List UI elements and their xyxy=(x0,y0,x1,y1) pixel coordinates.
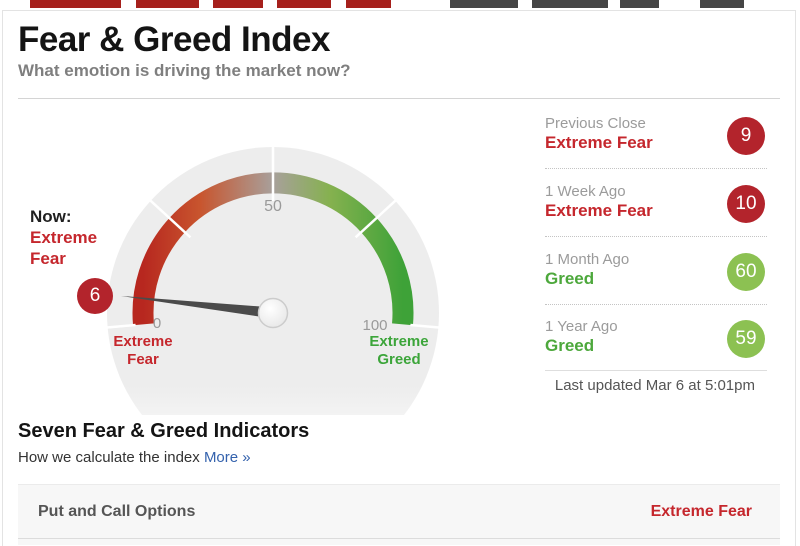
history-entry-label: 1 Month Ago xyxy=(545,251,630,268)
nav-button-remnant[interactable] xyxy=(700,0,744,8)
history-entry-label: 1 Week Ago xyxy=(545,183,626,200)
history-entry-1-year-ago: 1 Year Ago Greed 59 xyxy=(545,318,767,378)
page-title: Fear & Greed Index xyxy=(18,20,330,59)
history-entry-value-circle: 59 xyxy=(727,320,765,358)
how-we-calculate-line: How we calculate the index More » xyxy=(18,449,251,466)
gauge-needle xyxy=(120,295,274,319)
history-entry-1-month-ago: 1 Month Ago Greed 60 xyxy=(545,251,767,311)
history-entry-sentiment: Greed xyxy=(545,336,595,355)
nav-button-remnant[interactable] xyxy=(346,0,391,8)
next-indicator-row-partial xyxy=(18,539,780,545)
history-entry-sentiment: Greed xyxy=(545,269,595,288)
history-entry-value-circle: 9 xyxy=(727,117,765,155)
history-entry-label: 1 Year Ago xyxy=(545,318,618,335)
nav-button-remnant[interactable] xyxy=(532,0,608,8)
indicator-row-put-and-call[interactable] xyxy=(18,484,780,539)
gauge-tick-100: 100 xyxy=(362,317,388,334)
gauge-tick-50: 50 xyxy=(264,198,282,215)
current-value-badge: 6 xyxy=(77,278,113,314)
more-link[interactable]: More » xyxy=(203,449,251,466)
dotted-divider xyxy=(545,236,767,237)
gauge-needle-knob xyxy=(257,297,289,329)
nav-button-remnant[interactable] xyxy=(136,0,199,8)
history-entry-sentiment: Extreme Fear xyxy=(545,133,653,152)
indicators-heading: Seven Fear & Greed Indicators xyxy=(18,420,310,442)
nav-button-remnant[interactable] xyxy=(620,0,659,8)
history-panel-divider xyxy=(545,370,767,371)
dotted-divider xyxy=(545,304,767,305)
nav-button-remnant[interactable] xyxy=(450,0,518,8)
indicator-status: Extreme Fear xyxy=(650,503,752,520)
top-nav-remnant[interactable] xyxy=(0,0,800,9)
page-subtitle: What emotion is driving the market now? xyxy=(18,61,351,80)
nav-button-remnant[interactable] xyxy=(213,0,263,8)
nav-button-remnant[interactable] xyxy=(277,0,331,8)
history-entry-label: Previous Close xyxy=(545,115,646,132)
history-entry-1-week-ago: 1 Week Ago Extreme Fear 10 xyxy=(545,183,767,243)
extreme-greed-zone-label: Extreme Greed xyxy=(369,333,429,368)
history-entry-previous-close: Previous Close Extreme Fear 9 xyxy=(545,115,767,175)
header-divider xyxy=(18,98,780,99)
fear-greed-gauge xyxy=(105,146,441,415)
how-we-calculate-text: How we calculate the index xyxy=(18,449,200,466)
extreme-fear-zone-label: Extreme Fear xyxy=(113,333,173,368)
history-entry-value-circle: 10 xyxy=(727,185,765,223)
now-label: Now: xyxy=(30,207,72,226)
dotted-divider xyxy=(545,168,767,169)
gauge-tick-0: 0 xyxy=(152,315,162,332)
gauge-tick-lines xyxy=(105,146,441,329)
history-entry-sentiment: Extreme Fear xyxy=(545,201,653,220)
nav-button-remnant[interactable] xyxy=(30,0,121,8)
last-updated-text: Last updated Mar 6 at 5:01pm xyxy=(554,377,755,394)
indicator-name: Put and Call Options xyxy=(38,503,196,520)
history-entry-value-circle: 60 xyxy=(727,253,765,291)
now-sentiment: Extreme Fear xyxy=(30,228,98,268)
